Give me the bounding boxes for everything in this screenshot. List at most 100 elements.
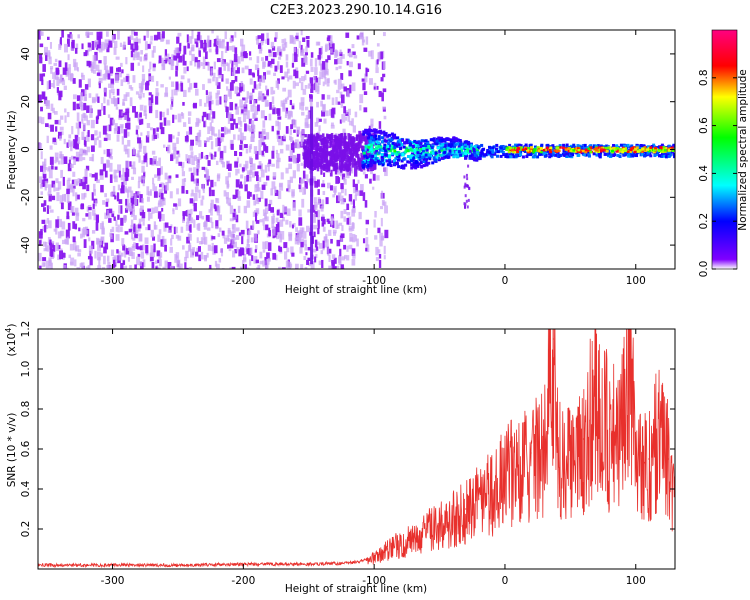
spectrogram-cell bbox=[379, 145, 383, 149]
spectrogram-cell bbox=[368, 78, 373, 85]
spectrogram-cell bbox=[458, 139, 462, 143]
spectrogram-cell bbox=[292, 202, 296, 211]
spectrogram-cell bbox=[97, 109, 102, 117]
spectrogram-cell bbox=[209, 135, 213, 141]
spectrogram-cell bbox=[320, 63, 323, 71]
spectrogram-cell bbox=[170, 96, 174, 102]
spectrogram-cell bbox=[374, 159, 378, 163]
spectrogram-cell bbox=[46, 205, 50, 214]
spectrogram-cell bbox=[146, 123, 151, 129]
spectrogram-cell bbox=[291, 189, 295, 197]
spectrogram-cell bbox=[321, 68, 326, 78]
spectrogram-cell bbox=[238, 184, 243, 189]
spectrogram-cell bbox=[144, 113, 148, 119]
spectrogram-cell bbox=[227, 63, 230, 72]
spectrogram-cell bbox=[43, 248, 48, 252]
spectrogram-cell bbox=[642, 144, 646, 148]
spectrogram-cell bbox=[517, 151, 521, 155]
spectrogram-cell bbox=[42, 207, 46, 212]
spectrogram-cell bbox=[139, 56, 143, 62]
spectrogram-cell bbox=[321, 110, 326, 117]
spectrogram-cell bbox=[295, 35, 299, 40]
spectrogram-cell bbox=[123, 177, 127, 186]
spectrogram-cell bbox=[226, 86, 229, 91]
spectrogram-cell bbox=[518, 143, 522, 147]
spectrogram-cell bbox=[335, 142, 338, 148]
spectrogram-cell bbox=[505, 146, 509, 150]
spectrogram-cell bbox=[49, 248, 53, 257]
spectrogram-cell bbox=[337, 143, 340, 150]
spectrogram-cell bbox=[108, 40, 113, 48]
spectrogram-cell bbox=[365, 36, 369, 45]
spectrogram-cell bbox=[320, 100, 323, 107]
spectrogram-cell bbox=[48, 165, 52, 171]
spectrogram-cell bbox=[140, 132, 143, 136]
spectrogram-cell bbox=[489, 149, 493, 153]
spectrogram-cell bbox=[247, 234, 250, 243]
spectrogram-cell bbox=[275, 217, 279, 223]
spectrogram-cell bbox=[284, 71, 289, 78]
spectrogram-cell bbox=[42, 241, 47, 247]
spectrogram-cell bbox=[122, 244, 126, 251]
spectrogram-cell bbox=[89, 113, 93, 118]
spectrogram-cell bbox=[241, 109, 244, 114]
spectrogram-cell bbox=[125, 123, 128, 129]
spectrogram-cell bbox=[69, 183, 73, 193]
spectrogram-cell bbox=[287, 110, 291, 119]
spectrogram-cell bbox=[316, 179, 320, 187]
spectrogram-cell bbox=[373, 128, 377, 132]
spectrogram-cell bbox=[195, 42, 199, 48]
spectrogram-cell bbox=[127, 131, 130, 137]
spectrogram-cell bbox=[634, 148, 638, 151]
spectrogram-cell bbox=[123, 77, 127, 83]
spectrogram-cell bbox=[604, 146, 608, 150]
spectrogram-cell bbox=[176, 36, 180, 44]
spectrogram-cell bbox=[115, 219, 118, 227]
spectrogram-cell bbox=[639, 144, 643, 148]
spectrogram-cell bbox=[47, 112, 52, 120]
spectrogram-cell bbox=[235, 189, 239, 195]
snr-point bbox=[360, 560, 362, 562]
spectrogram-cell bbox=[369, 158, 373, 162]
spectrogram-cell bbox=[66, 179, 71, 189]
spectrogram-cell bbox=[336, 239, 341, 247]
spectrogram-cell bbox=[327, 161, 331, 166]
spectrogram-cell bbox=[362, 130, 366, 134]
spectrogram-cell bbox=[208, 113, 211, 121]
spectrogram-cell bbox=[231, 45, 236, 52]
spectrogram-cell bbox=[288, 163, 292, 170]
spectrogram-cell bbox=[641, 152, 645, 156]
spectrogram-cell bbox=[149, 157, 153, 165]
spectrogram-cell bbox=[114, 97, 118, 107]
spectrogram-cell bbox=[356, 145, 359, 152]
spectrogram-cell bbox=[114, 195, 117, 200]
spectrogram-cell bbox=[123, 129, 128, 138]
spectrogram-cell bbox=[209, 122, 212, 132]
spectrogram-cell bbox=[60, 115, 64, 120]
spectrogram-cell bbox=[227, 163, 232, 171]
spectrogram-cell bbox=[187, 43, 190, 49]
spectrogram-cell bbox=[137, 137, 142, 144]
spectrogram-cell bbox=[278, 140, 282, 146]
spectrogram-cell bbox=[460, 153, 464, 157]
spectrogram-cell bbox=[361, 145, 364, 151]
spectrogram-cell bbox=[268, 203, 271, 211]
spectrogram-cell bbox=[218, 38, 222, 48]
spectrogram-cell bbox=[118, 170, 121, 178]
spectrogram-cell bbox=[317, 219, 320, 229]
spectrogram-cell bbox=[142, 78, 145, 86]
spectrogram-cell bbox=[342, 128, 346, 137]
spectrogram-cell bbox=[478, 151, 482, 155]
spectrogram-cell bbox=[530, 146, 534, 149]
spectrogram-cell bbox=[536, 146, 540, 149]
spectrogram-cell bbox=[422, 164, 426, 168]
spectrogram-cell bbox=[54, 119, 59, 125]
spectrogram-cell bbox=[355, 152, 358, 158]
spectrogram-cell bbox=[209, 152, 212, 157]
spectrogram-cell bbox=[340, 73, 344, 80]
spectrogram-cell bbox=[229, 82, 234, 91]
spectrogram-cell bbox=[362, 39, 366, 43]
spectrogram-cell bbox=[89, 156, 94, 161]
spectrogram-cell bbox=[589, 146, 593, 150]
spectrogram-cell bbox=[246, 239, 249, 246]
